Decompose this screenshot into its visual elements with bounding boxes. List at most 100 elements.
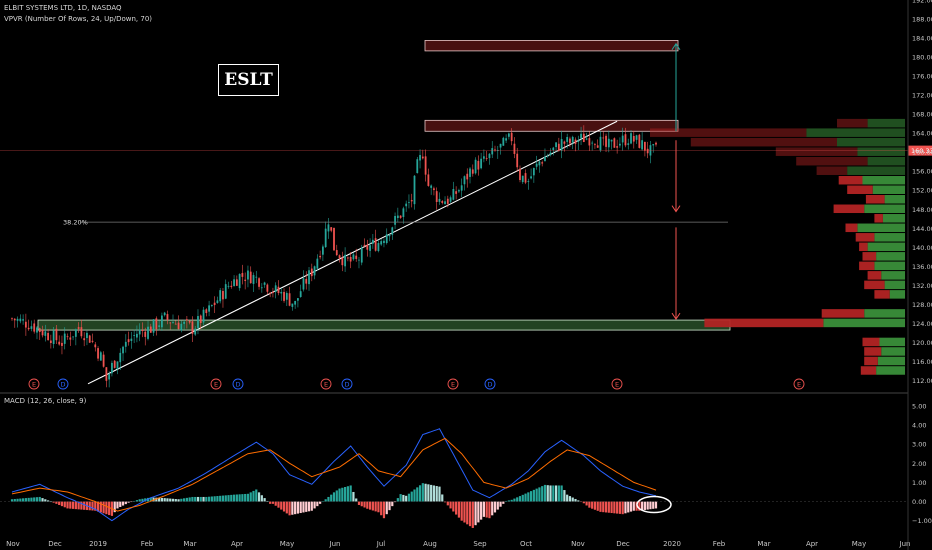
candle-body	[383, 240, 385, 244]
time-tick-label: Apr	[806, 540, 818, 548]
candle-body	[16, 318, 19, 321]
macd-histogram-bar	[130, 501, 133, 503]
earnings-marker	[611, 378, 623, 390]
volume-profile-down-bar	[847, 185, 873, 194]
macd-histogram-bar	[330, 494, 333, 502]
macd-tick-label: 4.00	[912, 421, 926, 429]
candle-body	[136, 333, 138, 338]
macd-histogram-bar	[435, 486, 438, 502]
macd-histogram-bar	[69, 501, 72, 509]
candle-body	[324, 228, 327, 248]
macd-histogram-bar	[535, 488, 538, 502]
macd-histogram-bar	[413, 489, 416, 502]
macd-histogram-bar	[185, 497, 188, 502]
volume-profile-up-bar	[837, 137, 905, 147]
candle-body	[169, 322, 172, 324]
macd-indicator-title[interactable]: MACD (12, 26, close, 9)	[4, 397, 87, 405]
time-tick-label: Jul	[376, 540, 386, 548]
candle-body	[652, 144, 655, 146]
candle-body	[222, 291, 224, 300]
macd-histogram-bar	[427, 484, 430, 502]
macd-histogram-bar	[407, 493, 411, 502]
candle-body	[166, 314, 169, 320]
candle-body	[216, 300, 219, 303]
candle-body	[430, 185, 433, 188]
candle-body	[160, 315, 163, 328]
candle-body	[244, 279, 247, 281]
vpvr-indicator-title[interactable]: VPVR (Number Of Rows, 24, Up/Down, 70)	[4, 15, 153, 23]
volume-profile-up-bar	[872, 185, 905, 194]
candle-body	[197, 316, 199, 329]
macd-histogram-bar	[321, 501, 324, 503]
macd-histogram-bar	[643, 501, 646, 510]
dividend-marker-label: D	[487, 381, 492, 389]
candle-body	[499, 143, 502, 148]
candle-body	[513, 143, 516, 154]
volume-profile-down-bar	[867, 271, 882, 280]
macd-histogram-bar	[38, 496, 41, 502]
macd-histogram-bar	[496, 501, 499, 510]
macd-histogram-bar	[46, 500, 50, 502]
candle-body	[438, 198, 441, 202]
candle-body	[241, 273, 244, 277]
macd-histogram-bar	[532, 489, 535, 502]
candle-body	[111, 362, 113, 374]
dividend-marker	[484, 378, 496, 390]
volume-profile-up-bar	[874, 261, 905, 271]
macd-histogram-bar	[60, 501, 64, 507]
macd-histogram-bar	[385, 501, 388, 515]
volume-profile-down-bar	[775, 147, 858, 156]
macd-histogram-bar	[552, 485, 555, 502]
candle-body	[205, 309, 208, 314]
macd-histogram-bar	[588, 501, 591, 508]
macd-histogram-bar	[604, 501, 608, 513]
macd-histogram-bar	[30, 497, 33, 502]
macd-histogram-bar	[474, 501, 477, 526]
candle-body	[571, 136, 574, 143]
candle-body	[458, 190, 460, 192]
macd-histogram-bar	[257, 492, 261, 502]
macd-histogram-bar	[541, 486, 544, 502]
macd-histogram-bar	[205, 496, 208, 502]
macd-histogram-bar	[543, 484, 547, 502]
macd-histogram-bar	[452, 501, 455, 512]
candle-body	[338, 255, 341, 259]
candle-body	[621, 135, 624, 143]
candle-body	[416, 159, 419, 174]
macd-histogram-bar	[310, 501, 313, 511]
macd-histogram-bar	[568, 496, 572, 502]
earnings-marker	[210, 378, 222, 390]
last-price-label: 160.33	[911, 147, 932, 155]
price-tick-label: 116.00	[912, 358, 932, 366]
candle-body	[144, 331, 147, 337]
candle-body	[327, 224, 330, 232]
candle-body	[333, 227, 335, 251]
candle-body	[557, 143, 560, 151]
macd-histogram-bar	[382, 501, 386, 519]
earnings-marker-label: E	[32, 381, 36, 389]
candle-body	[213, 302, 216, 306]
macd-histogram-bar	[155, 497, 158, 502]
candle-body	[310, 268, 313, 277]
time-tick-label: Nov	[6, 540, 20, 548]
candle-body	[83, 338, 86, 341]
candle-body	[252, 275, 255, 284]
macd-tick-label: 5.00	[912, 402, 926, 410]
candle-body	[566, 137, 569, 142]
candle-body	[480, 158, 483, 169]
candle-body	[505, 138, 508, 141]
price-tick-label: 148.00	[912, 206, 932, 214]
candle-body	[641, 140, 644, 150]
candle-body	[247, 270, 249, 280]
candle-body	[494, 149, 496, 151]
volume-profile-up-bar	[823, 318, 905, 328]
dividend-marker	[341, 378, 353, 390]
macd-histogram-bar	[255, 489, 258, 502]
candle-body	[47, 332, 49, 341]
dividend-marker	[57, 378, 69, 390]
candle-body	[141, 329, 144, 331]
time-tick-label: Feb	[713, 540, 726, 548]
macd-histogram-bar	[163, 498, 166, 502]
macd-histogram-bar	[216, 496, 219, 502]
